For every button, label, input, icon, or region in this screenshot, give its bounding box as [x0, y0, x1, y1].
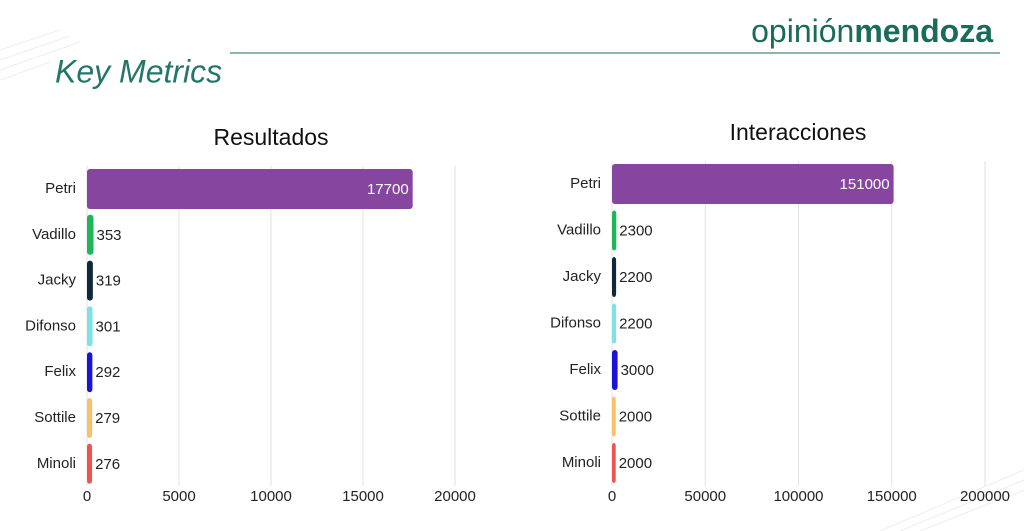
- y-tick-label: Sottile: [559, 407, 601, 424]
- value-label: 2000: [619, 408, 652, 425]
- y-tick-label: Vadillo: [32, 226, 76, 243]
- y-tick-label: Petri: [45, 180, 76, 197]
- bar: [87, 443, 93, 484]
- bar: [87, 214, 94, 255]
- x-tick-label: 100000: [773, 488, 823, 505]
- x-tick-label: 150000: [867, 488, 917, 505]
- bar: [612, 303, 617, 344]
- y-tick-label: Sottile: [34, 409, 76, 426]
- y-tick-label: Jacky: [38, 272, 77, 289]
- y-tick-label: Difonso: [550, 314, 601, 331]
- y-tick-label: Vadillo: [557, 221, 601, 238]
- x-tick-label: 20000: [434, 488, 476, 505]
- bar: [87, 352, 93, 393]
- chart-title: Resultados: [213, 124, 328, 150]
- y-tick-label: Minoli: [562, 454, 601, 471]
- bar: [612, 164, 894, 204]
- value-label: 2300: [619, 222, 652, 239]
- y-tick-label: Jacky: [563, 268, 602, 285]
- x-tick-label: 0: [608, 488, 616, 505]
- x-tick-label: 0: [83, 488, 91, 505]
- decoration: [0, 29, 1024, 531]
- value-label: 17700: [367, 181, 409, 198]
- bar: [612, 350, 618, 390]
- bar: [87, 398, 93, 438]
- x-tick-label: 10000: [250, 488, 292, 505]
- value-label: 319: [96, 273, 121, 290]
- value-label: 151000: [840, 176, 890, 193]
- value-label: 353: [96, 227, 121, 244]
- x-tick-label: 50000: [684, 488, 726, 505]
- bar: [612, 396, 616, 437]
- value-label: 2000: [619, 455, 652, 472]
- bar: [87, 306, 93, 347]
- chart-title: Interacciones: [730, 119, 867, 145]
- x-tick-label: 15000: [342, 488, 384, 505]
- bar: [87, 169, 413, 209]
- brand-light: opinión: [751, 13, 854, 49]
- bar: [612, 257, 617, 297]
- y-tick-label: Felix: [44, 363, 76, 380]
- brand-bold: mendoza: [854, 13, 993, 49]
- x-tick-label: 200000: [960, 488, 1010, 505]
- page-title: Key Metrics: [55, 53, 222, 89]
- value-label: 276: [95, 456, 120, 473]
- bar: [612, 443, 616, 483]
- value-label: 2200: [619, 269, 652, 286]
- value-label: 292: [95, 364, 120, 381]
- x-tick-label: 5000: [162, 488, 195, 505]
- y-tick-label: Minoli: [37, 455, 76, 472]
- bar: [612, 210, 617, 251]
- y-tick-label: Petri: [570, 175, 601, 192]
- bar: [87, 260, 93, 301]
- value-label: 2200: [619, 315, 652, 332]
- brand: opiniónmendoza: [751, 13, 993, 49]
- y-tick-label: Felix: [569, 361, 601, 378]
- value-label: 279: [95, 410, 120, 427]
- value-label: 3000: [621, 362, 654, 379]
- value-label: 301: [96, 318, 121, 335]
- y-tick-label: Difonso: [25, 317, 76, 334]
